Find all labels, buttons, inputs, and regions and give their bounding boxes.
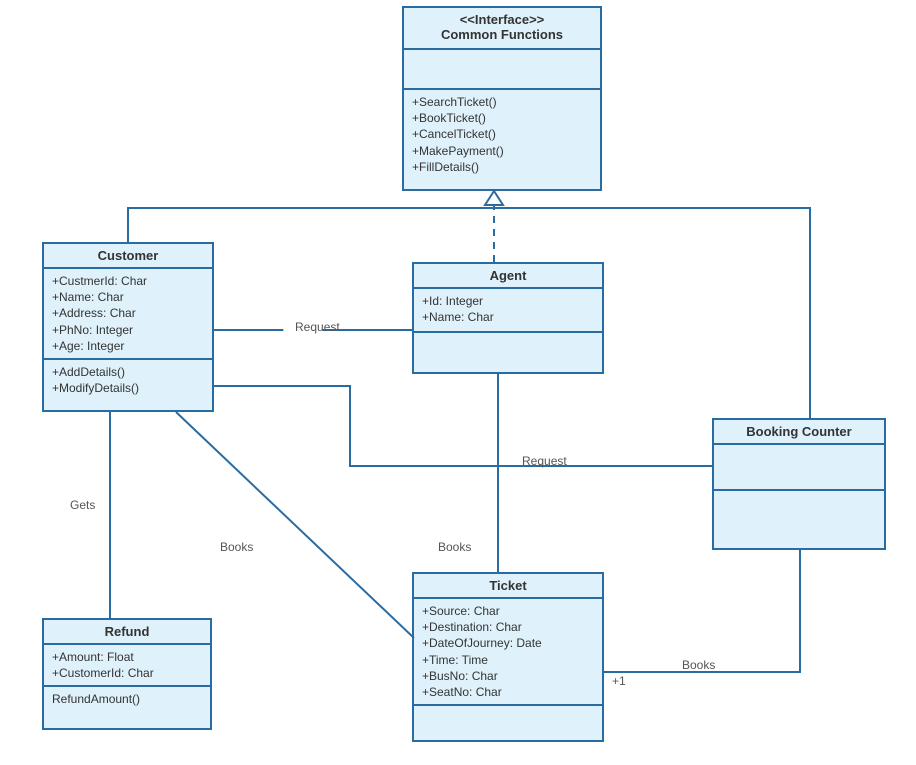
methods-compartment — [414, 706, 602, 728]
class-agent: Agent +Id: Integer +Name: Char — [412, 262, 604, 374]
method: +AddDetails() — [52, 364, 204, 380]
attribute: +Address: Char — [52, 305, 204, 321]
multiplicity-label: +1 — [612, 674, 626, 688]
class-title: Refund — [52, 624, 202, 639]
relation-label: Request — [522, 454, 567, 468]
class-title: Customer — [52, 248, 204, 263]
attributes-compartment: +Id: Integer +Name: Char — [414, 289, 602, 333]
class-customer: Customer +CustmerId: Char +Name: Char +A… — [42, 242, 214, 412]
class-title: Booking Counter — [722, 424, 876, 439]
method: +MakePayment() — [412, 143, 592, 159]
attribute: +Time: Time — [422, 652, 594, 668]
relation-label: Books — [682, 658, 715, 672]
attribute: +Amount: Float — [52, 649, 202, 665]
relation-label: Books — [220, 540, 253, 554]
class-refund: Refund +Amount: Float +CustomerId: Char … — [42, 618, 212, 730]
methods-compartment — [414, 333, 602, 355]
method: RefundAmount() — [52, 691, 202, 707]
attribute: +DateOfJourney: Date — [422, 635, 594, 651]
method: +ModifyDetails() — [52, 380, 204, 396]
class-booking-counter: Booking Counter — [712, 418, 886, 550]
attribute: +SeatNo: Char — [422, 684, 594, 700]
attribute: +CustomerId: Char — [52, 665, 202, 681]
attributes-compartment: +Amount: Float +CustomerId: Char — [44, 645, 210, 687]
attribute: +Destination: Char — [422, 619, 594, 635]
attribute: +CustmerId: Char — [52, 273, 204, 289]
class-title: Agent — [422, 268, 594, 283]
method: +SearchTicket() — [412, 94, 592, 110]
class-title: Common Functions — [412, 27, 592, 42]
relation-label: Request — [295, 320, 340, 334]
attribute: +Age: Integer — [52, 338, 204, 354]
attribute: +Id: Integer — [422, 293, 594, 309]
class-title: Ticket — [422, 578, 594, 593]
attribute: +Name: Char — [422, 309, 594, 325]
method: +FillDetails() — [412, 159, 592, 175]
attributes-compartment — [714, 445, 884, 491]
attributes-compartment: +Source: Char +Destination: Char +DateOf… — [414, 599, 602, 706]
methods-compartment: +SearchTicket() +BookTicket() +CancelTic… — [404, 90, 600, 179]
attribute: +BusNo: Char — [422, 668, 594, 684]
method: +CancelTicket() — [412, 126, 592, 142]
class-ticket: Ticket +Source: Char +Destination: Char … — [412, 572, 604, 742]
uml-canvas: <<Interface>> Common Functions +SearchTi… — [0, 0, 916, 765]
relation-label: Gets — [70, 498, 95, 512]
attribute: +Name: Char — [52, 289, 204, 305]
methods-compartment: RefundAmount() — [44, 687, 210, 711]
methods-compartment — [714, 491, 884, 513]
attribute: +PhNo: Integer — [52, 322, 204, 338]
class-common-functions: <<Interface>> Common Functions +SearchTi… — [402, 6, 602, 191]
methods-compartment: +AddDetails() +ModifyDetails() — [44, 360, 212, 400]
attributes-compartment — [404, 50, 600, 90]
attribute: +Source: Char — [422, 603, 594, 619]
relation-label: Books — [438, 540, 471, 554]
method: +BookTicket() — [412, 110, 592, 126]
attributes-compartment: +CustmerId: Char +Name: Char +Address: C… — [44, 269, 212, 360]
stereotype: <<Interface>> — [412, 12, 592, 27]
